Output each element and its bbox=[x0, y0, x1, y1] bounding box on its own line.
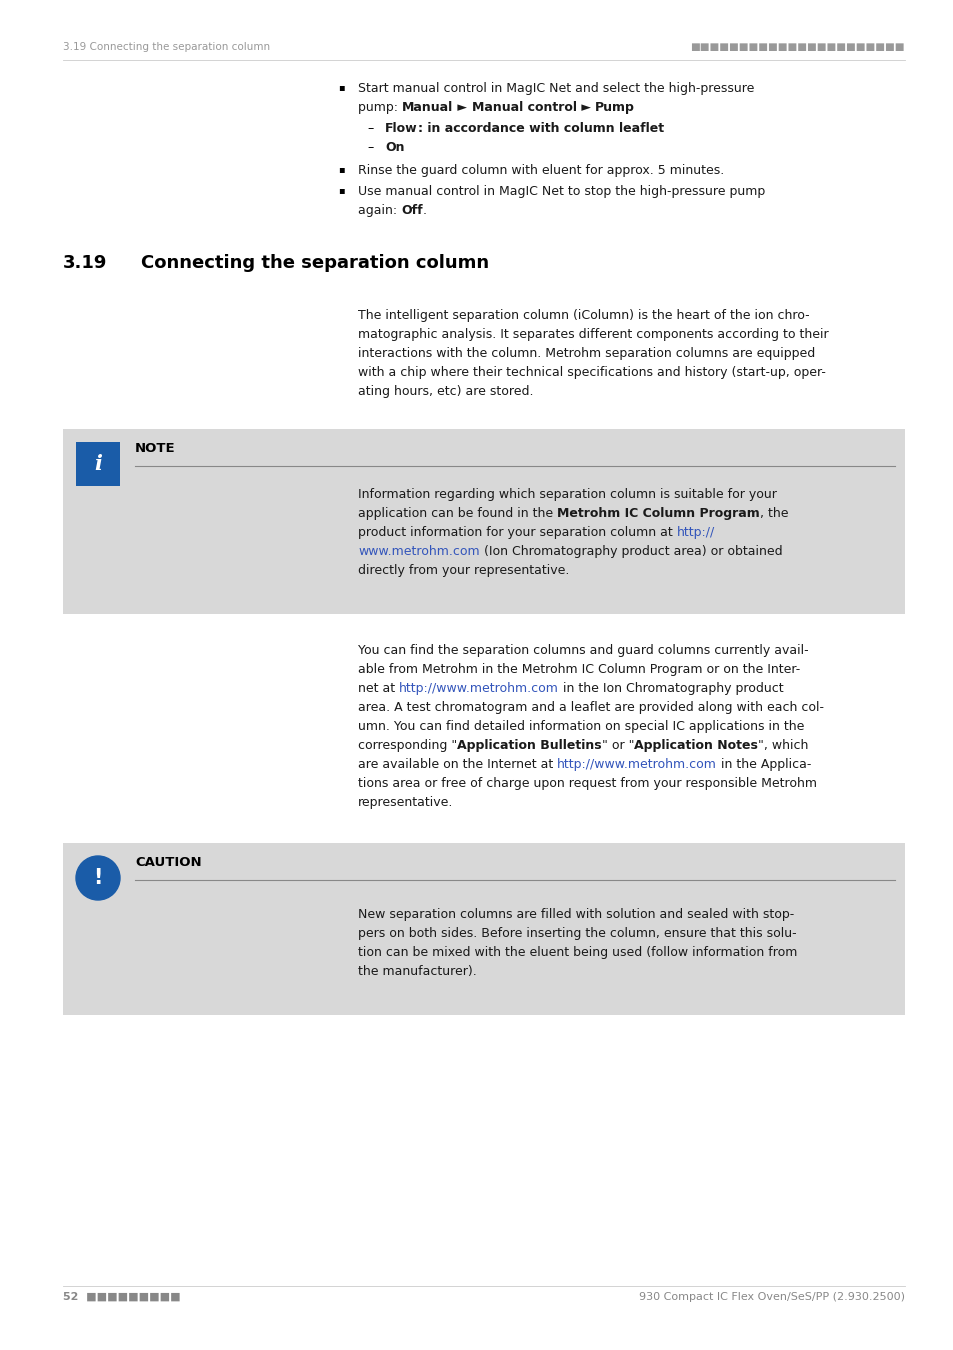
Text: http://www.metrohm.com: http://www.metrohm.com bbox=[557, 757, 717, 771]
Text: 3.19: 3.19 bbox=[63, 254, 108, 271]
Text: The intelligent separation column (iColumn) is the heart of the ion chro-: The intelligent separation column (iColu… bbox=[357, 309, 809, 323]
Text: Off: Off bbox=[400, 204, 422, 217]
Text: tions area or free of charge upon request from your responsible Metrohm: tions area or free of charge upon reques… bbox=[357, 778, 816, 790]
Text: Pump: Pump bbox=[595, 101, 634, 113]
Text: again:: again: bbox=[357, 204, 400, 217]
Text: matographic analysis. It separates different components according to their: matographic analysis. It separates diffe… bbox=[357, 328, 828, 342]
Text: http://: http:// bbox=[676, 526, 714, 539]
Text: ►: ► bbox=[576, 101, 595, 113]
Text: (Ion Chromatography product area) or obtained: (Ion Chromatography product area) or obt… bbox=[479, 545, 781, 558]
Text: " or ": " or " bbox=[601, 738, 634, 752]
Text: Metrohm IC Column Program: Metrohm IC Column Program bbox=[557, 508, 760, 520]
Text: ating hours, etc) are stored.: ating hours, etc) are stored. bbox=[357, 385, 533, 398]
Text: area. A test chromatogram and a leaflet are provided along with each col-: area. A test chromatogram and a leaflet … bbox=[357, 701, 823, 714]
Text: New separation columns are filled with solution and sealed with stop-: New separation columns are filled with s… bbox=[357, 909, 794, 921]
Text: ▪: ▪ bbox=[337, 185, 344, 194]
Text: Application Notes: Application Notes bbox=[634, 738, 758, 752]
Text: with a chip where their technical specifications and history (start-up, oper-: with a chip where their technical specif… bbox=[357, 366, 825, 379]
Text: ", which: ", which bbox=[758, 738, 808, 752]
Text: net at: net at bbox=[357, 682, 398, 695]
Text: Rinse the guard column with eluent for approx. 5 minutes.: Rinse the guard column with eluent for a… bbox=[357, 163, 723, 177]
Text: the manufacturer).: the manufacturer). bbox=[357, 965, 476, 977]
Text: –: – bbox=[367, 140, 373, 154]
Text: 3.19 Connecting the separation column: 3.19 Connecting the separation column bbox=[63, 42, 270, 53]
Text: 52  ■■■■■■■■■: 52 ■■■■■■■■■ bbox=[63, 1292, 180, 1301]
Text: tion can be mixed with the eluent being used (follow information from: tion can be mixed with the eluent being … bbox=[357, 946, 797, 958]
FancyBboxPatch shape bbox=[76, 441, 120, 486]
FancyBboxPatch shape bbox=[63, 842, 904, 1015]
Text: ▪: ▪ bbox=[337, 82, 344, 92]
Text: pers on both sides. Before inserting the column, ensure that this solu-: pers on both sides. Before inserting the… bbox=[357, 927, 796, 940]
Text: www.metrohm.com: www.metrohm.com bbox=[357, 545, 479, 558]
Text: in the Ion Chromatography product: in the Ion Chromatography product bbox=[558, 682, 782, 695]
Text: are available on the Internet at: are available on the Internet at bbox=[357, 757, 557, 771]
Text: pump:: pump: bbox=[357, 101, 401, 113]
Text: corresponding ": corresponding " bbox=[357, 738, 456, 752]
Text: On: On bbox=[385, 140, 404, 154]
Text: ■■■■■■■■■■■■■■■■■■■■■■: ■■■■■■■■■■■■■■■■■■■■■■ bbox=[690, 42, 904, 53]
Text: NOTE: NOTE bbox=[135, 441, 175, 455]
Text: Flow: Flow bbox=[385, 122, 417, 135]
Text: !: ! bbox=[93, 868, 103, 888]
Text: : in accordance with column leaflet: : in accordance with column leaflet bbox=[417, 122, 663, 135]
Text: Connecting the separation column: Connecting the separation column bbox=[141, 254, 489, 271]
Text: CAUTION: CAUTION bbox=[135, 856, 201, 869]
Text: application can be found in the: application can be found in the bbox=[357, 508, 557, 520]
Text: Use manual control in MagIC Net to stop the high-pressure pump: Use manual control in MagIC Net to stop … bbox=[357, 185, 764, 198]
Text: 930 Compact IC Flex Oven/SeS/PP (2.930.2500): 930 Compact IC Flex Oven/SeS/PP (2.930.2… bbox=[639, 1292, 904, 1301]
Text: –: – bbox=[367, 122, 373, 135]
Text: Information regarding which separation column is suitable for your: Information regarding which separation c… bbox=[357, 487, 776, 501]
Text: , the: , the bbox=[760, 508, 787, 520]
Text: product information for your separation column at: product information for your separation … bbox=[357, 526, 676, 539]
FancyBboxPatch shape bbox=[63, 429, 904, 614]
Text: Application Bulletins: Application Bulletins bbox=[456, 738, 601, 752]
Text: ▪: ▪ bbox=[337, 163, 344, 174]
Circle shape bbox=[76, 856, 120, 900]
Text: ►: ► bbox=[453, 101, 471, 113]
Text: i: i bbox=[94, 454, 102, 474]
Text: interactions with the column. Metrohm separation columns are equipped: interactions with the column. Metrohm se… bbox=[357, 347, 815, 360]
Text: in the Applica-: in the Applica- bbox=[717, 757, 811, 771]
Text: .: . bbox=[422, 204, 426, 217]
Text: representative.: representative. bbox=[357, 796, 453, 809]
Text: Start manual control in MagIC Net and select the high-pressure: Start manual control in MagIC Net and se… bbox=[357, 82, 754, 94]
Text: umn. You can find detailed information on special IC applications in the: umn. You can find detailed information o… bbox=[357, 720, 803, 733]
Text: directly from your representative.: directly from your representative. bbox=[357, 564, 569, 576]
Text: You can find the separation columns and guard columns currently avail-: You can find the separation columns and … bbox=[357, 644, 808, 657]
Text: Manual: Manual bbox=[401, 101, 453, 113]
Text: http://www.metrohm.com: http://www.metrohm.com bbox=[398, 682, 558, 695]
Text: able from Metrohm in the Metrohm IC Column Program or on the Inter-: able from Metrohm in the Metrohm IC Colu… bbox=[357, 663, 800, 676]
Text: Manual control: Manual control bbox=[471, 101, 576, 113]
